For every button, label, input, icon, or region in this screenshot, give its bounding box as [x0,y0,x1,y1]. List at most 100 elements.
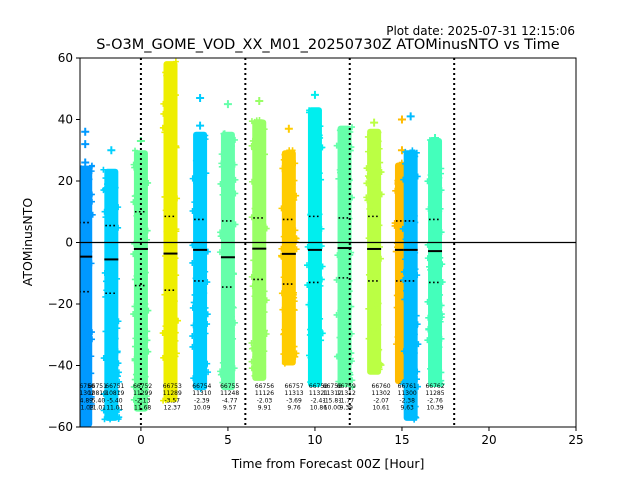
annotation-line: -5.40 [90,397,106,404]
annotation-line: 11.08 [77,405,94,412]
annotation-line: -2.13 [135,397,151,404]
annotation-line: 9.76 [287,405,301,412]
series-band [307,107,322,388]
outlier-point [196,121,205,130]
annotation-line: -2.76 [427,397,443,404]
outlier-point [370,118,379,127]
annotation-line: 9.91 [258,405,272,412]
axes: 0 5 10 15 20 25 −60 −40 −20 0 20 40 60 [48,51,584,447]
outlier-point [284,124,293,133]
annotation-line: 11.45 [51,405,68,412]
annotation-line: 11310 [192,390,211,397]
annotation-line: 10.00 [324,405,341,412]
annotation-9: 66757 11313 -3.69 9.76 [285,383,304,412]
annotation-line: 10.61 [372,405,389,412]
annotation-line: 10819 [105,390,124,397]
annotation-line: 11302 [50,390,69,397]
annotation-0: 66749 11302 -2.56 11.45 [50,383,69,412]
x-tick-label: 20 [481,433,496,447]
annotation-line: -1.77 [339,397,355,404]
plot-date: Plot date: 2025-07-31 12:15:06 [386,24,575,38]
annotation-line: 66757 [285,383,304,390]
annotation-line: -5.40 [107,397,123,404]
annotation-line: -4.77 [222,397,238,404]
series-marker-texture [159,58,182,404]
annotation-line: 11302 [372,390,391,397]
annotation-line: -2.41 [311,397,327,404]
outlier-point [406,112,415,121]
annotation-6: 66754 11310 -2.39 10.09 [192,383,211,412]
annotation-line: 11312 [323,390,342,397]
annotation-line: 66758 [323,383,342,390]
outlier-point [397,115,406,124]
x-tick-label: 15 [394,433,409,447]
data-series-1 [100,146,123,423]
annotation-line: 11313 [285,390,304,397]
series-marker-texture [363,129,385,374]
annotation-line: -15.81 [323,397,343,404]
annotation-line: 66761 [398,383,417,390]
annotation-line: 11248 [220,390,239,397]
annotation-line: 11126 [255,390,274,397]
x-tick-label: 5 [224,433,232,447]
annotation-line: -3.69 [286,397,302,404]
annotation-15: 66762 11285 -2.76 10.39 [425,383,444,412]
data-series-9 [333,124,356,391]
annotation-line: 66751 [88,383,107,390]
annotation-line: 10.39 [426,405,443,412]
outlier-point [310,90,319,99]
annotation-line: 66759 [337,383,356,390]
annotation-line: 66758 [309,383,328,390]
annotation-line: 11299 [133,390,152,397]
series-marker-texture [100,166,123,423]
y-axis-label: ATOMinusNTO [20,198,35,287]
data-series-5 [216,100,239,391]
outlier-point [81,158,90,167]
annotation-line: -3.57 [164,397,180,404]
x-tick-label: 25 [568,433,583,447]
y-tick-label: 60 [58,51,73,65]
annotation-line: 66749 [50,383,69,390]
y-tick-label: 20 [58,174,73,188]
annotation-line: 66756 [255,383,274,390]
data-series-13 [424,133,446,388]
series-band [252,119,267,381]
annotation-14: 66761 11300 -2.38 9.63 [398,383,417,412]
annotation-5: 66753 11289 -3.57 12.37 [163,383,182,412]
data-series-0 [80,127,96,427]
annotation-line: 66750 [76,383,95,390]
data-series-4 [189,93,212,393]
chart-title: S-O3M_GOME_VOD_XX_M01_20250730Z ATOMinus… [96,37,560,53]
annotation-10: 66758 11321 -2.41 10.86 [309,383,328,412]
annotation-line: 66751 [105,383,124,390]
annotation-line: 10819 [88,390,107,397]
series-marker-texture [278,147,300,367]
x-tick-label: 0 [137,433,145,447]
x-tick-label: 10 [307,433,322,447]
data-series-3 [159,58,182,404]
outlier-point [166,112,175,121]
outlier-point [196,93,205,102]
series-band [80,165,93,427]
annotation-line: -2.07 [373,397,389,404]
annotation-8: 66756 11126 -2.03 9.91 [255,383,274,412]
annotation-line: 66752 [133,383,152,390]
y-tick-label: −60 [48,420,73,434]
data-series-12 [399,112,422,423]
annotation-1: 66750 11302 -4.89 11.08 [76,383,95,412]
annotation-2: 66751 10819 -5.40 11.01 [88,383,107,412]
x-axis-label: Time from Forecast 00Z [Hour] [231,456,425,471]
annotation-line: 11300 [398,390,417,397]
annotation-line: 9.57 [223,405,237,412]
annotation-line: 11302 [76,390,95,397]
annotation-line: 11321 [309,390,328,397]
annotation-line: -4.89 [77,397,93,404]
annotation-13: 66760 11302 -2.07 10.61 [372,383,391,412]
series-marker-texture [303,107,326,386]
data-series-7 [278,124,300,367]
annotation-4: 66752 11299 -2.13 11.68 [133,383,152,412]
annotation-line: 9.63 [401,405,415,412]
series-marker-texture [216,130,239,386]
outlier-point [255,97,264,106]
